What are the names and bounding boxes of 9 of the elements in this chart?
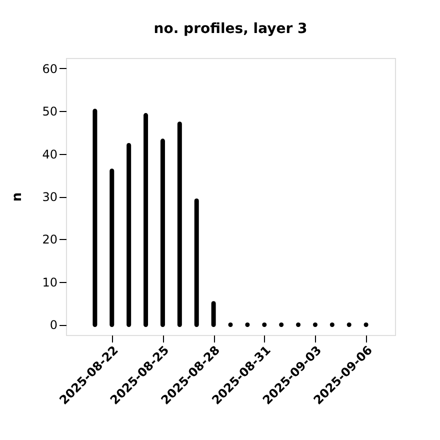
y-tick-label: 50 bbox=[42, 104, 58, 119]
y-axis-title: n bbox=[10, 192, 26, 202]
y-tick-label: 60 bbox=[42, 62, 58, 76]
y-tick-label: 30 bbox=[42, 190, 58, 204]
y-tick-label: 40 bbox=[42, 147, 58, 162]
chart-title: no. profiles, layer 3 bbox=[154, 21, 308, 37]
y-tick-label: 0 bbox=[50, 318, 58, 332]
y-tick-label: 10 bbox=[42, 275, 58, 290]
y-tick-label: 20 bbox=[42, 232, 58, 247]
